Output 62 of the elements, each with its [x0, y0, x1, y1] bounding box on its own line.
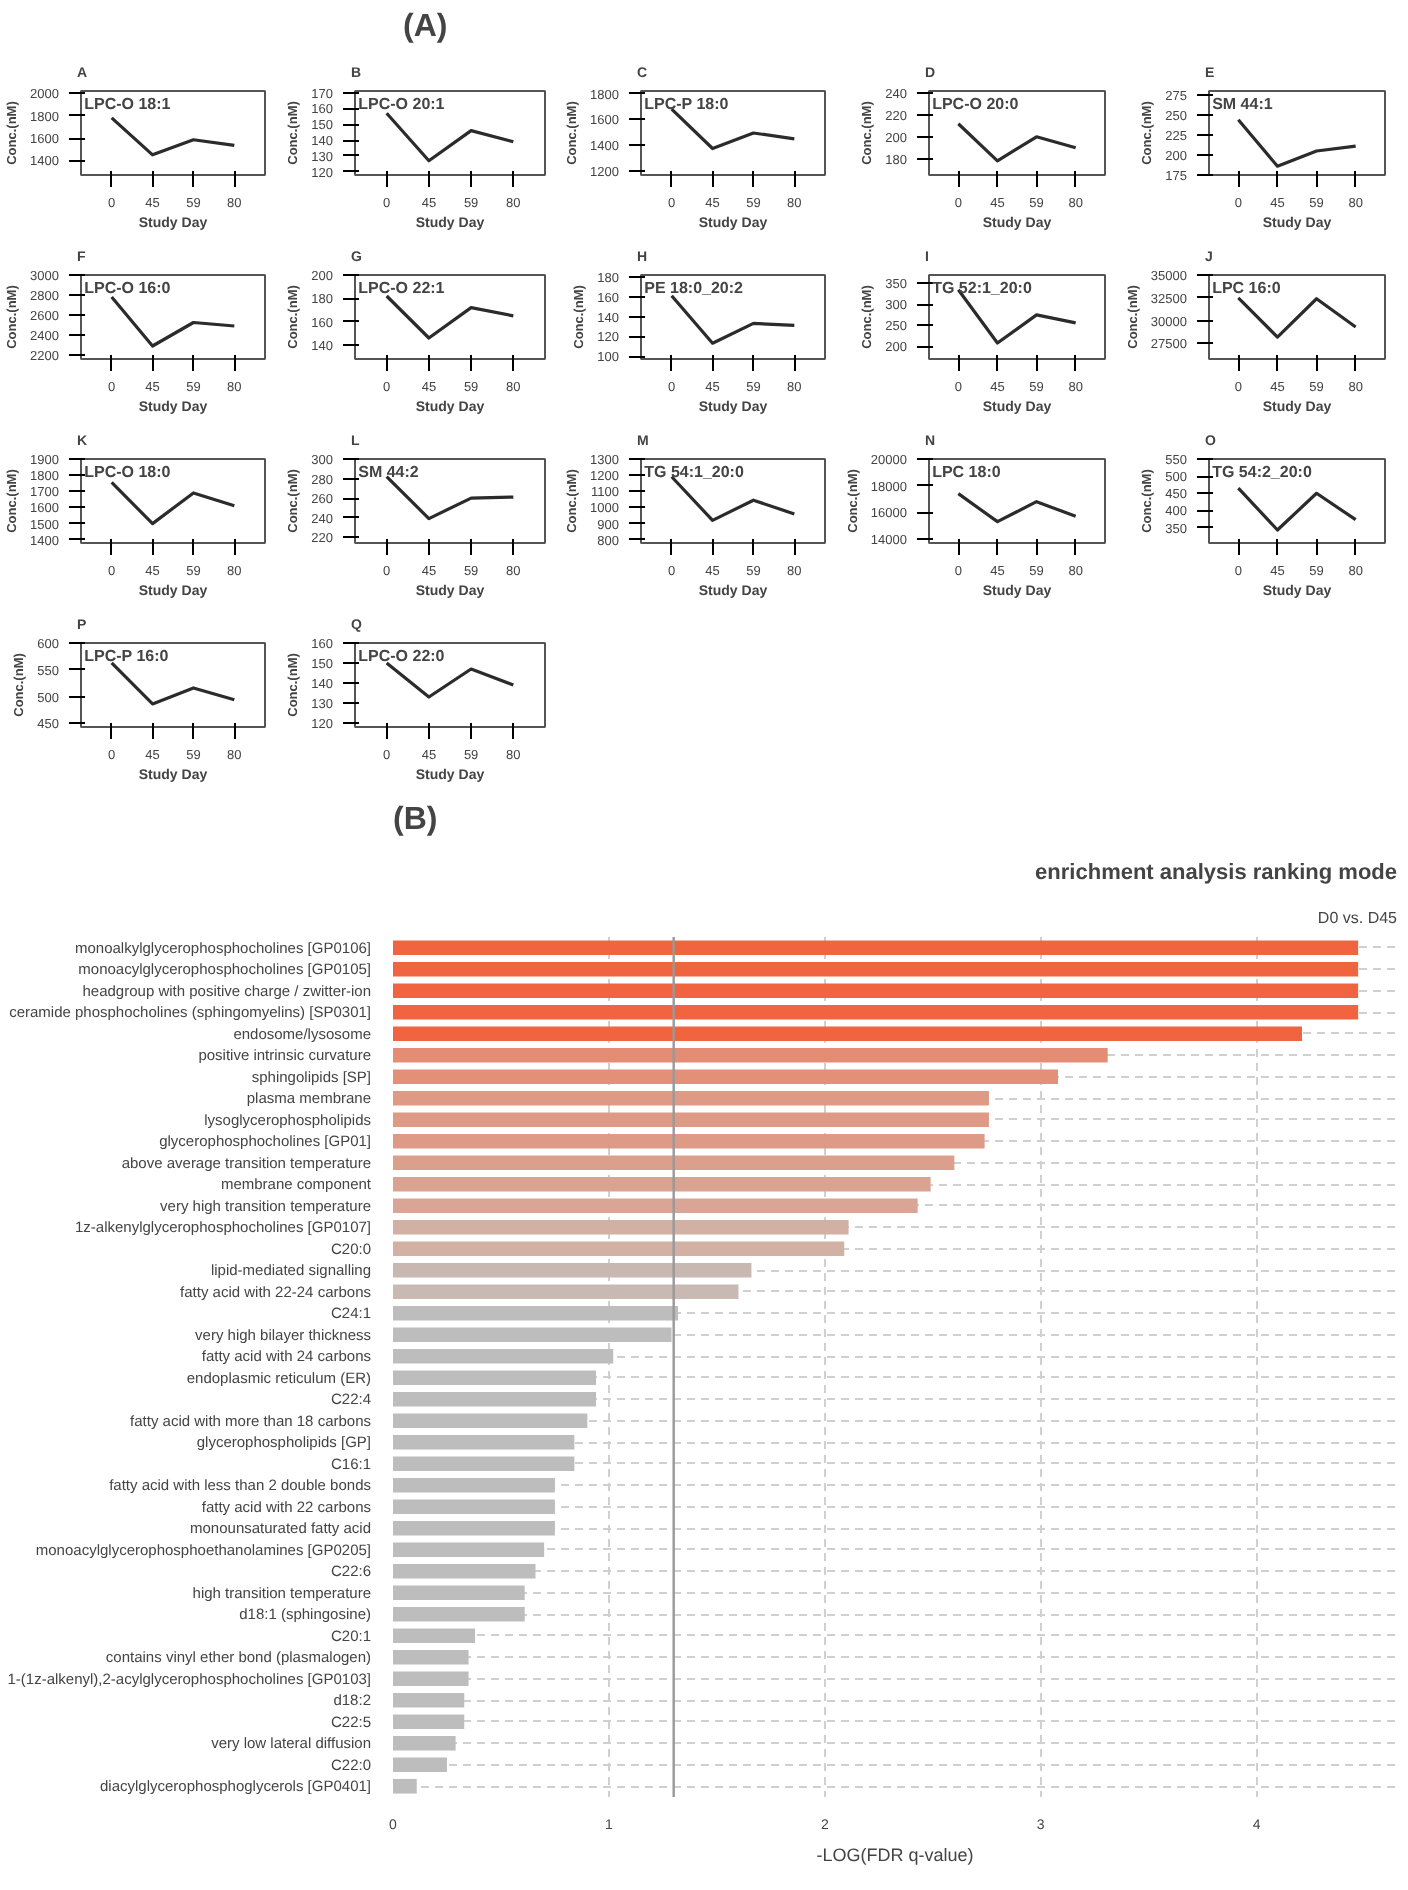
chart-title: TG 54:2_20:0 — [1212, 463, 1313, 481]
bar — [393, 1563, 536, 1579]
bar — [393, 1391, 596, 1407]
bar — [393, 1047, 1108, 1063]
chart-title: LPC-P 16:0 — [84, 647, 170, 665]
bar — [393, 940, 1359, 956]
chart-title: TG 52:1_20:0 — [932, 279, 1033, 297]
bar — [393, 1090, 989, 1106]
bar — [393, 1155, 955, 1171]
bar — [393, 1434, 575, 1450]
bar — [393, 1714, 465, 1730]
bar — [393, 1735, 456, 1751]
chart-subtitle: D0 vs. D45 — [1317, 909, 1399, 927]
bar — [393, 1327, 672, 1343]
chart-title: SM 44:1 — [1212, 95, 1274, 113]
text: (B) — [393, 803, 438, 837]
bar — [393, 1456, 575, 1472]
bar — [393, 1649, 469, 1665]
chart-title: LPC-O 22:0 — [358, 647, 446, 665]
text: (A) — [403, 10, 448, 44]
bar — [393, 1542, 545, 1558]
bar — [393, 1628, 476, 1644]
chart-title: LPC-P 18:0 — [644, 95, 730, 113]
bar — [393, 1757, 447, 1773]
bar — [393, 1520, 555, 1536]
bar — [393, 983, 1359, 999]
bar — [393, 1606, 525, 1622]
x-axis-title: -LOG(FDR q-value) — [816, 1845, 974, 1865]
bar — [393, 1284, 739, 1300]
bar — [393, 1219, 849, 1235]
bar — [393, 1241, 845, 1257]
chart-title: PE 18:0_20:2 — [644, 279, 745, 297]
bar — [393, 1069, 1059, 1085]
bar — [393, 1348, 614, 1364]
bar — [393, 1176, 931, 1192]
chart-title: SM 44:2 — [358, 463, 420, 481]
chart-title: enrichment analysis ranking mode — [1035, 861, 1398, 885]
bar — [393, 1262, 752, 1278]
bar — [393, 1413, 588, 1429]
chart-title: LPC-O 18:0 — [84, 463, 172, 481]
bar — [393, 1305, 679, 1321]
chart-title: LPC 18:0 — [932, 463, 1002, 481]
chart-title: LPC-O 16:0 — [84, 279, 172, 297]
chart-title: LPC-O 20:1 — [358, 95, 446, 113]
bar — [393, 1198, 918, 1214]
chart-title: LPC 16:0 — [1212, 279, 1282, 297]
bar — [393, 1778, 417, 1794]
bar — [393, 1026, 1302, 1042]
bar — [393, 1004, 1359, 1020]
bar — [393, 1499, 555, 1515]
chart-title: LPC-O 20:0 — [932, 95, 1020, 113]
bar — [393, 1477, 555, 1493]
bar — [393, 1671, 469, 1687]
bar — [393, 1133, 985, 1149]
chart-title: LPC-O 18:1 — [84, 95, 172, 113]
chart-title: TG 54:1_20:0 — [644, 463, 745, 481]
chart-title: LPC-O 22:1 — [358, 279, 446, 297]
bar — [393, 1585, 525, 1601]
bar — [393, 961, 1359, 977]
bar — [393, 1370, 596, 1386]
bar — [393, 1692, 465, 1708]
bar — [393, 1112, 989, 1128]
